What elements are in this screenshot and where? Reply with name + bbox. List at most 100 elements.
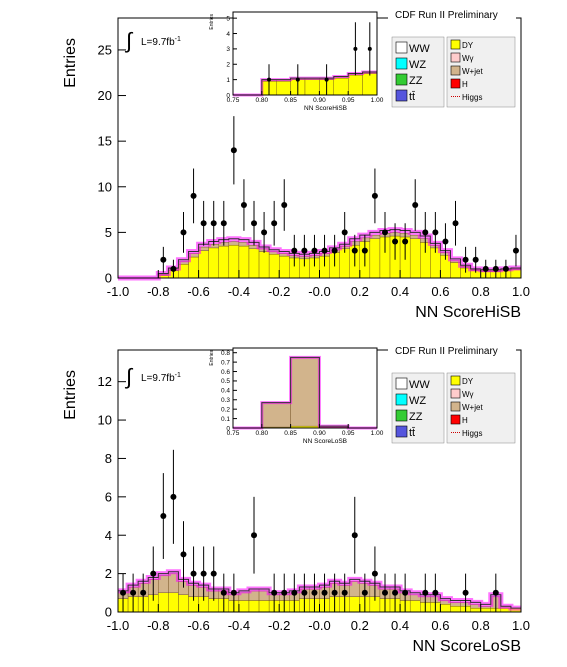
legend-swatch — [395, 73, 408, 86]
header-box — [388, 343, 516, 357]
data-point — [392, 589, 399, 596]
histogram-bar — [238, 245, 250, 279]
legend-label: WW — [409, 379, 430, 391]
data-point — [200, 570, 207, 577]
histogram-bar — [248, 248, 260, 279]
histogram-bar — [349, 596, 361, 613]
y-tick-label: 2 — [105, 566, 112, 581]
x-tick-label: -0.6 — [187, 618, 209, 633]
data-point — [392, 238, 399, 245]
histogram-bar — [339, 248, 350, 279]
data-point — [321, 247, 328, 254]
x-tick-label: -0.0 — [308, 618, 330, 633]
x-tick-label: 0.95 — [342, 430, 355, 437]
legend-label: Higgs — [462, 429, 482, 438]
inset-panel: 0.75 0.80 0.85 0.90 0.95 1.00 0 0.1 0.2 0.3 0.4 0.5… — [209, 347, 384, 445]
y-tick-label: 4 — [226, 31, 230, 38]
data-point — [267, 77, 271, 82]
data-point — [301, 247, 308, 254]
data-point — [492, 265, 499, 272]
histogram-bar — [480, 607, 491, 613]
legend-swatch — [395, 89, 408, 102]
axes-frame — [232, 11, 378, 96]
header: CDF Run II Preliminary — [395, 10, 498, 21]
data-point — [361, 589, 368, 596]
data-point — [230, 147, 237, 154]
data-point — [220, 589, 227, 596]
header: CDF Run II Preliminary — [395, 346, 498, 357]
x-tick-label: 0.75 — [227, 430, 240, 437]
y-tick-label: 20 — [98, 88, 112, 103]
y-tick-label: 6 — [105, 489, 112, 504]
legend-label: ZZ — [409, 75, 423, 87]
y-tick-label: 0.8 — [221, 350, 230, 357]
data-point — [412, 202, 419, 209]
x-axis-title: NN ScoreLoSB — [303, 438, 347, 445]
data-point — [160, 513, 167, 520]
x-tick-label: 0.6 — [431, 284, 449, 299]
x-tick-label: 0.85 — [284, 430, 297, 437]
histogram-bar — [348, 74, 363, 96]
y-tick-label: 0 — [105, 271, 112, 286]
y-tick-label: 10 — [98, 413, 112, 428]
x-tick-label: 0.4 — [391, 284, 409, 299]
histogram-bar — [450, 606, 461, 613]
histogram-bar — [158, 592, 169, 613]
x-tick-label: 0.95 — [342, 97, 355, 104]
data-point — [351, 247, 358, 254]
data-point — [353, 46, 358, 51]
legend-label: WZ — [409, 59, 426, 71]
y-tick-label: 0.5 — [221, 378, 230, 385]
lumi-label: L=9.7fb-1 — [141, 36, 181, 48]
data-point — [140, 589, 147, 596]
data-point — [472, 256, 479, 263]
x-axis-title: NN ScoreLoSB — [413, 638, 522, 655]
lumi-label-sup: -1 — [175, 372, 181, 379]
x-tick-label: 0.75 — [227, 97, 240, 104]
data-point — [190, 570, 197, 577]
legend-swatch — [450, 78, 461, 89]
data-point — [271, 220, 278, 227]
data-point — [422, 589, 429, 596]
legend-label: tt̄ — [409, 91, 415, 103]
x-tick-label: 1.0 — [512, 618, 530, 633]
legend-label: WW — [409, 43, 430, 55]
histogram-bar — [258, 251, 270, 279]
inset-panel: 0.75 0.80 0.85 0.90 0.95 1.00 0 1 2 3 4 5 Entries NN … — [209, 11, 384, 112]
data-point — [371, 570, 378, 577]
histogram-bar — [208, 247, 219, 279]
data-point — [341, 229, 348, 236]
data-point — [210, 220, 217, 227]
x-tick-label: 0.8 — [472, 618, 490, 633]
data-point — [361, 247, 368, 254]
legend-label: DY — [462, 41, 474, 50]
y-tick-label: 10 — [98, 179, 112, 194]
legend-swatch — [450, 414, 461, 425]
y-tick-label: 0 — [226, 425, 230, 432]
legend-label: Wγ — [462, 390, 474, 399]
data-point — [371, 192, 378, 199]
data-point — [170, 265, 177, 272]
data-point — [251, 532, 258, 539]
legend-swatch — [395, 57, 408, 70]
data-point — [492, 589, 499, 596]
data-point — [200, 220, 207, 227]
x-tick-label: -1.0 — [107, 618, 129, 633]
x-tick-label: 0.85 — [284, 97, 297, 104]
data-point — [160, 256, 167, 263]
histogram-bar — [218, 245, 230, 279]
legend-label: tt̄ — [409, 427, 415, 439]
data-point — [512, 247, 519, 254]
histogram-bar — [258, 600, 270, 613]
data-point — [324, 77, 329, 82]
histogram-bar — [304, 79, 320, 96]
data-point — [180, 229, 187, 236]
y-axis-title: Entries — [209, 14, 215, 30]
x-axis-title: NN ScoreHiSB — [415, 304, 521, 321]
histogram-bar — [228, 244, 240, 279]
axes-frame — [232, 347, 378, 429]
data-point — [190, 192, 197, 199]
data-point — [180, 551, 187, 558]
legend-swatch — [450, 65, 461, 76]
legend-swatch — [450, 39, 461, 50]
